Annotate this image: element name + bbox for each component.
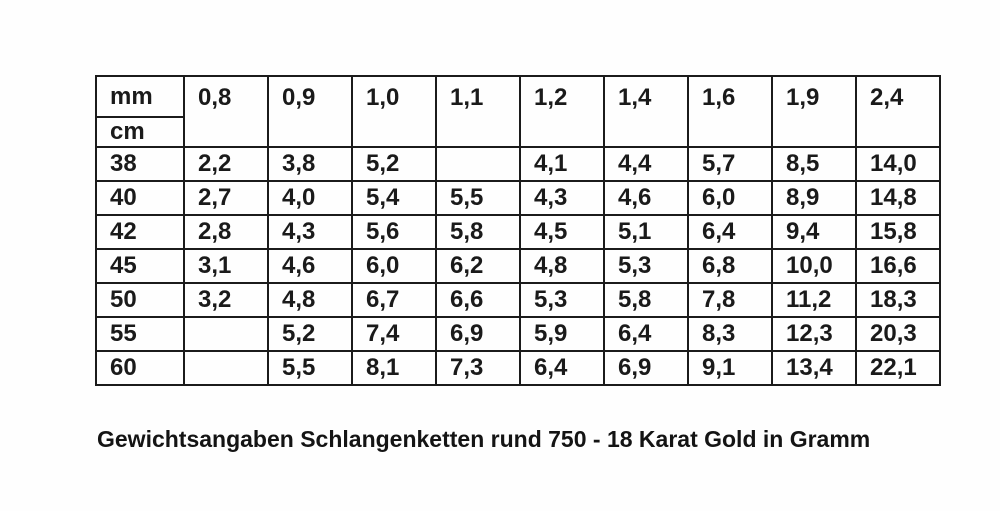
weight-cell: 6,7 xyxy=(351,282,437,318)
weight-cell: 5,3 xyxy=(603,248,689,284)
weight-cell: 5,2 xyxy=(267,316,353,352)
weight-cell: 5,3 xyxy=(519,282,605,318)
weight-cell: 12,3 xyxy=(771,316,857,352)
row-header-length-cm: 50 xyxy=(95,282,185,318)
weight-cell: 16,6 xyxy=(855,248,941,284)
weight-cell: 13,4 xyxy=(771,350,857,386)
weight-cell: 5,5 xyxy=(435,180,521,216)
weight-cell: 4,5 xyxy=(519,214,605,250)
weight-cell: 2,2 xyxy=(183,146,269,182)
weight-cell: 6,2 xyxy=(435,248,521,284)
weight-cell: 4,6 xyxy=(603,180,689,216)
weight-cell: 4,3 xyxy=(519,180,605,216)
table-row: 38 2,2 3,8 5,2 4,1 4,4 5,7 8,5 14,0 xyxy=(95,146,941,182)
weight-cell: 22,1 xyxy=(855,350,941,386)
weight-cell: 6,0 xyxy=(687,180,773,216)
weight-cell: 6,4 xyxy=(687,214,773,250)
row-header-length-cm: 60 xyxy=(95,350,185,386)
weight-cell: 5,6 xyxy=(351,214,437,250)
weight-cell: 4,8 xyxy=(519,248,605,284)
weight-cell: 2,8 xyxy=(183,214,269,250)
weight-cell: 11,2 xyxy=(771,282,857,318)
weight-cell: 5,9 xyxy=(519,316,605,352)
unit-cm-header: cm xyxy=(95,116,185,148)
table-row: 50 3,2 4,8 6,7 6,6 5,3 5,8 7,8 11,2 18,3 xyxy=(95,282,941,318)
table-row: 42 2,8 4,3 5,6 5,8 4,5 5,1 6,4 9,4 15,8 xyxy=(95,214,941,250)
weight-cell xyxy=(435,146,521,182)
table-row: 45 3,1 4,6 6,0 6,2 4,8 5,3 6,8 10,0 16,6 xyxy=(95,248,941,284)
weight-cell: 6,6 xyxy=(435,282,521,318)
weight-cell: 14,8 xyxy=(855,180,941,216)
weight-cell: 4,4 xyxy=(603,146,689,182)
weight-cell: 7,8 xyxy=(687,282,773,318)
unit-mm-header: mm xyxy=(95,75,185,118)
weights-table: mm 0,8 0,9 1,0 1,1 1,2 1,4 1,6 1,9 2,4 cm 38 2,2 3,8 5… xyxy=(95,75,941,386)
weight-cell: 6,9 xyxy=(435,316,521,352)
weight-cell: 6,4 xyxy=(519,350,605,386)
weight-cell: 9,1 xyxy=(687,350,773,386)
weight-cell: 8,3 xyxy=(687,316,773,352)
column-header-size-mm: 0,8 xyxy=(183,75,269,148)
weight-cell: 15,8 xyxy=(855,214,941,250)
table-caption: Gewichtsangaben Schlangenketten rund 750… xyxy=(97,426,871,452)
row-header-length-cm: 42 xyxy=(95,214,185,250)
weight-cell: 2,7 xyxy=(183,180,269,216)
weight-cell: 8,9 xyxy=(771,180,857,216)
weight-cell: 3,8 xyxy=(267,146,353,182)
weight-cell: 4,3 xyxy=(267,214,353,250)
column-header-size-mm: 1,4 xyxy=(603,75,689,148)
weight-cell: 4,0 xyxy=(267,180,353,216)
weight-cell: 4,1 xyxy=(519,146,605,182)
weight-cell: 5,1 xyxy=(603,214,689,250)
weight-cell: 8,1 xyxy=(351,350,437,386)
weight-cell: 14,0 xyxy=(855,146,941,182)
column-header-size-mm: 0,9 xyxy=(267,75,353,148)
weight-cell: 5,8 xyxy=(603,282,689,318)
weight-cell: 7,4 xyxy=(351,316,437,352)
weight-cell xyxy=(183,316,269,352)
weight-cell xyxy=(183,350,269,386)
weight-cell: 20,3 xyxy=(855,316,941,352)
column-header-size-mm: 2,4 xyxy=(855,75,941,148)
weight-cell: 8,5 xyxy=(771,146,857,182)
column-header-size-mm: 1,2 xyxy=(519,75,605,148)
weight-cell: 5,8 xyxy=(435,214,521,250)
weight-cell: 6,8 xyxy=(687,248,773,284)
weight-cell: 9,4 xyxy=(771,214,857,250)
weight-cell: 5,5 xyxy=(267,350,353,386)
weight-cell: 5,7 xyxy=(687,146,773,182)
weight-cell: 6,4 xyxy=(603,316,689,352)
row-header-length-cm: 55 xyxy=(95,316,185,352)
column-header-size-mm: 1,0 xyxy=(351,75,437,148)
table-row: 40 2,7 4,0 5,4 5,5 4,3 4,6 6,0 8,9 14,8 xyxy=(95,180,941,216)
weight-cell: 4,8 xyxy=(267,282,353,318)
column-header-size-mm: 1,1 xyxy=(435,75,521,148)
weight-cell: 7,3 xyxy=(435,350,521,386)
table-row: 55 5,2 7,4 6,9 5,9 6,4 8,3 12,3 20,3 xyxy=(95,316,941,352)
weight-cell: 6,9 xyxy=(603,350,689,386)
weight-cell: 10,0 xyxy=(771,248,857,284)
row-header-length-cm: 40 xyxy=(95,180,185,216)
weight-cell: 6,0 xyxy=(351,248,437,284)
weight-cell: 4,6 xyxy=(267,248,353,284)
column-header-size-mm: 1,6 xyxy=(687,75,773,148)
weight-cell: 18,3 xyxy=(855,282,941,318)
weight-cell: 3,2 xyxy=(183,282,269,318)
row-header-length-cm: 38 xyxy=(95,146,185,182)
row-header-length-cm: 45 xyxy=(95,248,185,284)
table-row: 60 5,5 8,1 7,3 6,4 6,9 9,1 13,4 22,1 xyxy=(95,350,941,386)
weight-cell: 5,2 xyxy=(351,146,437,182)
weight-cell: 3,1 xyxy=(183,248,269,284)
column-header-size-mm: 1,9 xyxy=(771,75,857,148)
weight-cell: 5,4 xyxy=(351,180,437,216)
